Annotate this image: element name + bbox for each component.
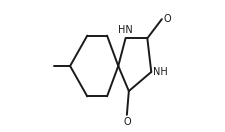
- Text: O: O: [163, 14, 170, 24]
- Text: HN: HN: [117, 25, 132, 35]
- Text: NH: NH: [153, 67, 167, 77]
- Text: O: O: [122, 117, 130, 127]
